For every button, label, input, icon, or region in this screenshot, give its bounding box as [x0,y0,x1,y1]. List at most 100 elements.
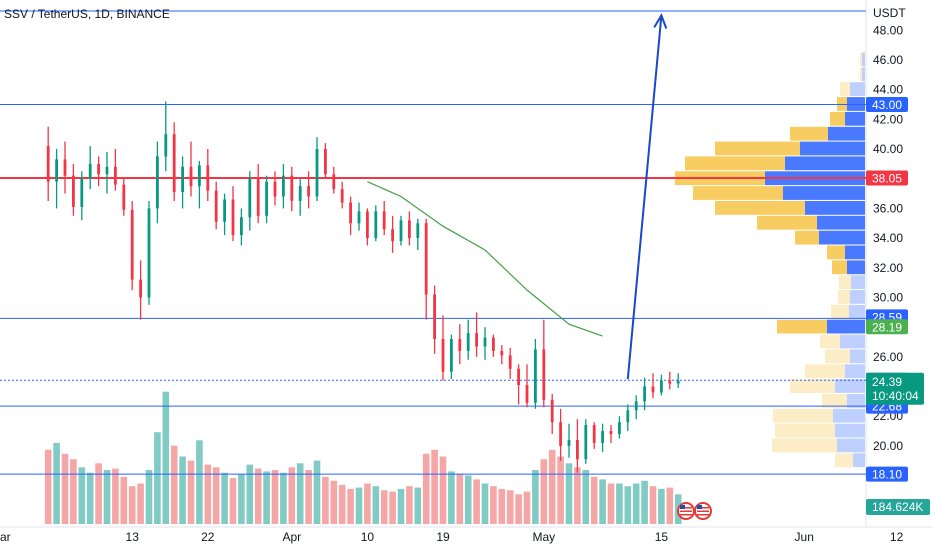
candle-body [601,431,604,443]
volume-profile-sell-bar [785,156,865,171]
moving-average-layer [367,181,603,337]
time-tick-label: Jun [795,530,814,544]
candle-body [172,134,176,193]
price-tag [866,319,908,335]
volume-profile-buy-bar [777,319,827,334]
volume-bar [322,476,329,525]
price-tag-label: 38.05 [872,172,902,186]
volume-profile-buy-bar [715,141,800,156]
volume-bar [372,486,380,524]
volume-profile-sell-bar [845,245,865,260]
candle-body [130,209,134,280]
candle-body [122,184,126,210]
volume-profile-buy-bar [840,82,850,96]
volume-bar [86,472,94,524]
price-tick-label: 36.00 [873,201,903,215]
price-tick-label: 32.00 [873,261,903,275]
volume-profile-buy-bar [715,201,805,215]
volume-bar [582,470,590,524]
volume-profile-buy-bar [757,215,817,230]
volume-bar [490,486,497,524]
event-icons[interactable] [677,502,712,520]
candle-body [391,229,394,242]
candle-body [214,190,218,222]
volume-bar [313,460,321,524]
volume-profile-buy-bar [860,52,862,67]
horizontal-levels-layer[interactable] [0,10,866,475]
candle-body [609,431,613,435]
candles-layer [46,101,680,473]
volume-profile-sell-bar [837,438,865,453]
volume-profile-buy-bar [827,245,845,260]
candle-body [189,166,193,187]
volume-bar [641,480,648,524]
us-flag-icon[interactable] [677,502,695,520]
volume-profile-sell-bar [862,52,865,67]
volume-bar [523,491,531,524]
volume-profile-sell-bar [847,260,865,275]
candle-body [542,349,546,400]
volume-bar [78,467,86,524]
volume-bar [473,479,480,524]
volume-profile-buy-bar [693,186,783,200]
candle-body [676,380,680,384]
volume-bar [112,468,119,524]
volume-profile-sell-bar [835,379,865,393]
volume-profile-sell-bar [827,319,865,334]
trend-arrow-line[interactable] [626,15,663,380]
volume-bar [305,470,312,524]
time-tick-label: 15 [655,530,669,544]
volume-profile-sell-bar [783,186,865,200]
candle-body [256,178,260,216]
volume-bar [557,456,564,524]
price-tag [866,170,908,186]
volume-bar [607,483,615,524]
volume-bar [464,475,472,524]
price-tag-label: 43.00 [872,98,902,112]
volume-bar [515,494,522,524]
us-flag-icon[interactable] [694,502,712,520]
candle-body [223,199,226,222]
price-tick-label: 20.00 [873,439,903,453]
time-tick-label: 13 [126,530,140,544]
volume-profile-buy-bar [832,260,847,275]
arrow-layer[interactable] [626,13,668,380]
trend-arrow-head[interactable] [653,13,668,29]
candle-body [483,337,487,347]
volume-bar [565,463,573,525]
volume-bar [439,456,447,524]
volume-bar [540,459,548,524]
volume-bar [179,456,186,524]
candle-body [72,175,75,207]
candle-body [643,386,646,402]
candle-body [626,410,630,423]
time-tick-label: May [532,530,555,544]
candle-body [450,339,453,372]
candle-body [592,425,596,443]
candle-body [382,211,386,230]
volume-bar [506,490,514,525]
volume-profile-buy-bar [820,334,840,349]
candle-body [88,163,92,179]
candle-body [282,175,285,197]
candle-body [458,339,462,351]
candle-body [80,178,84,207]
volume-bar [44,449,52,525]
volume-bar [103,470,111,524]
volume-profile-buy-bar [775,423,835,438]
volume-bar [414,487,422,525]
chart-title: SSV / TetherUS, 1D, BINANCE [4,7,170,21]
time-axis[interactable]: ar 13 22 Apr 10 19 May 15 Jun 12 [0,530,904,544]
volume-profile-sell-bar [849,304,865,319]
volume-bar [590,476,598,525]
candle-body [424,223,428,295]
candle-body [416,223,420,238]
volume-profile-sell-bar [845,111,865,126]
volume-bar [422,453,430,524]
price-tick-label: 44.00 [873,83,903,97]
candle-body [634,401,638,411]
volume-bar [658,488,665,524]
time-tick-label: 10 [361,530,375,544]
candle-body [349,202,352,224]
